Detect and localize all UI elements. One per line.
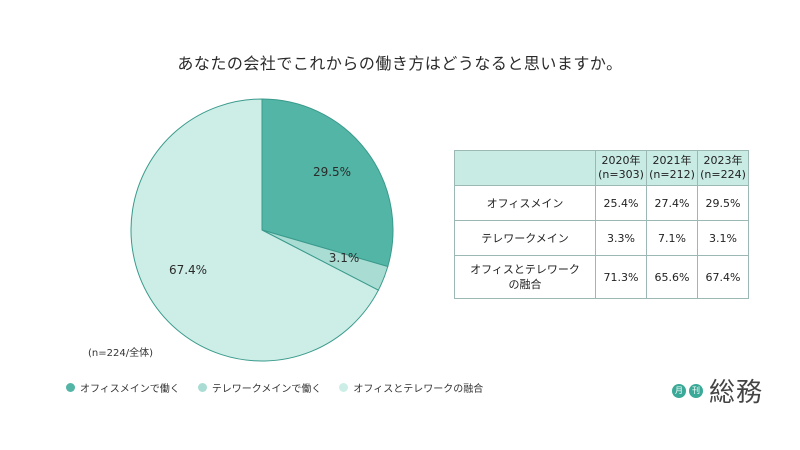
table-cell: 3.3% (595, 220, 647, 256)
legend: オフィスメインで働く テレワークメインで働く オフィスとテレワークの融合 (66, 380, 483, 395)
header-year: 2021年 (652, 154, 692, 167)
table-row: オフィスメイン 25.4% 27.4% 29.5% (454, 185, 749, 221)
table-row: オフィスとテレワーク の融合 71.3% 65.6% 67.4% (454, 255, 749, 299)
table-cell: 25.4% (595, 185, 647, 221)
logo-text: 総務 (709, 378, 764, 408)
table-header-2021: 2021年 (n=212) (646, 150, 698, 186)
table-cell: 29.5% (697, 185, 749, 221)
row-label: テレワークメイン (454, 220, 596, 256)
row-label-text: オフィスとテレワーク (470, 263, 580, 276)
table-header-2023: 2023年 (n=224) (697, 150, 749, 186)
comparison-table: 2020年 (n=303) 2021年 (n=212) 2023年 (n=224… (454, 150, 749, 299)
table-corner-cell (454, 150, 596, 186)
slice-label-office: 29.5% (313, 165, 351, 179)
row-label-text: オフィスメイン (486, 196, 564, 210)
table-cell: 3.1% (697, 220, 749, 256)
legend-label-office: オフィスメインで働く (80, 384, 180, 395)
table-cell: 71.3% (595, 255, 647, 299)
legend-label-telework: テレワークメインで働く (211, 384, 322, 395)
table-row: テレワークメイン 3.3% 7.1% 3.1% (454, 220, 749, 256)
table-header-row: 2020年 (n=303) 2021年 (n=212) 2023年 (n=224… (454, 150, 749, 186)
logo-badge-publication: 刊 (689, 383, 703, 398)
row-label-text: テレワークメイン (481, 231, 569, 245)
legend-item-office: オフィスメインで働く (66, 380, 180, 395)
header-n: (n=303) (598, 168, 644, 181)
legend-item-telework: テレワークメインで働く (197, 380, 322, 395)
legend-label-hybrid: オフィスとテレワークの融合 (353, 384, 484, 395)
chart-title: あなたの会社でこれからの働き方はどうなると思いますか。 (177, 54, 623, 73)
slice-label-hybrid: 67.4% (169, 263, 207, 277)
header-n: (n=212) (649, 168, 695, 181)
header-year: 2023年 (703, 154, 743, 167)
slice-label-telework: 3.1% (329, 251, 360, 265)
legend-swatch-hybrid (339, 383, 349, 392)
table-header-2020: 2020年 (n=303) (595, 150, 647, 186)
table-cell: 7.1% (646, 220, 698, 256)
table-cell: 65.6% (646, 255, 698, 299)
legend-swatch-telework (197, 383, 207, 392)
table-cell: 67.4% (697, 255, 749, 299)
row-label: オフィスメイン (454, 185, 596, 221)
logo-badge-month: 月 (672, 383, 686, 398)
header-n: (n=224) (700, 168, 746, 181)
row-label: オフィスとテレワーク の融合 (454, 255, 596, 299)
sample-size-note: (n=224/全体) (88, 348, 153, 359)
pie-slice-hybrid (130, 98, 380, 362)
pie-slice-office (261, 98, 394, 268)
row-label-text-line2: の融合 (508, 278, 542, 291)
legend-item-hybrid: オフィスとテレワークの融合 (339, 380, 483, 395)
header-year: 2020年 (601, 154, 641, 167)
table-cell: 27.4% (646, 185, 698, 221)
logo: 月 刊 総務 (672, 372, 763, 409)
legend-swatch-office (66, 383, 75, 392)
